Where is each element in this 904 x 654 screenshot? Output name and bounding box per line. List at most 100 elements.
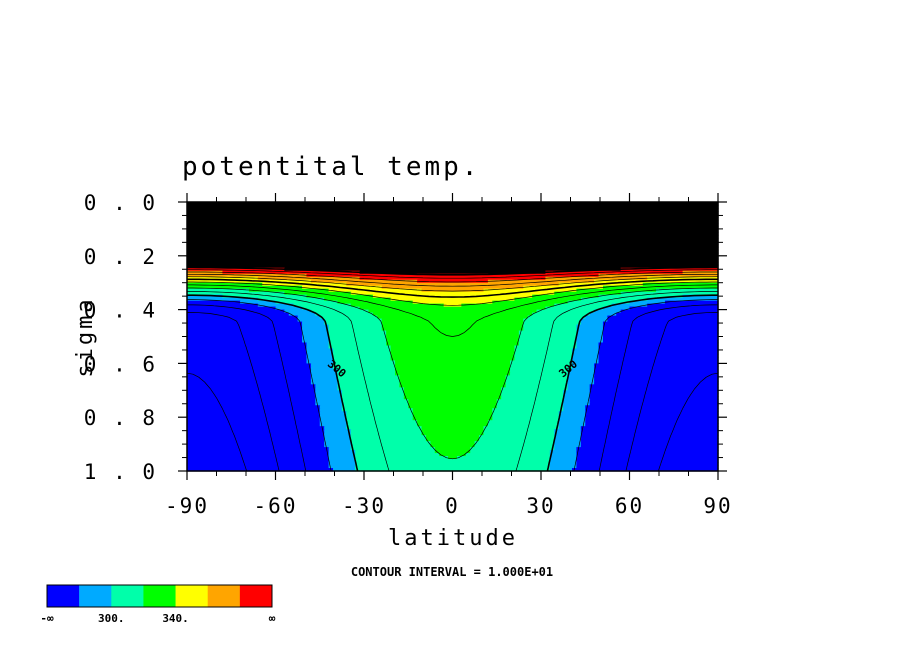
contour-fill-cell <box>554 429 582 433</box>
contour-fill-cell <box>585 423 719 427</box>
contour-fill-cell <box>492 417 560 421</box>
contour-fill-cell <box>576 456 719 460</box>
contour-fill-cell <box>381 321 524 326</box>
contour-fill-cell <box>642 282 719 287</box>
contour-fill-cell <box>187 327 303 332</box>
contour-fill-cell <box>187 231 719 236</box>
colorbar-swatch <box>175 585 209 607</box>
contour-fill-cell <box>417 423 489 427</box>
contour-fill-cell <box>302 339 330 344</box>
contour-fill-cell <box>598 348 719 353</box>
contour-fill-cell <box>187 405 321 409</box>
contour-fill-cell <box>187 351 308 356</box>
contour-fill-cell <box>187 414 321 418</box>
contour-fill-cell <box>187 381 312 385</box>
contour-fill-cell <box>403 387 502 391</box>
contour-fill-cell <box>408 402 498 406</box>
contour-fill-cell <box>324 318 383 323</box>
contour-fill-cell <box>523 318 582 323</box>
contour-fill-cell <box>333 357 392 362</box>
contour-fill-cell <box>576 324 604 329</box>
x-axis-label: latitude <box>388 526 518 551</box>
contour-fill-cell <box>611 303 648 308</box>
contour-fill-cell <box>571 360 600 364</box>
contour-fill-cell <box>399 384 507 388</box>
contour-fill-cell <box>647 276 719 281</box>
contour-fill-cell <box>647 303 719 308</box>
contour-fill-cell <box>310 309 370 314</box>
contour-fill-cell <box>390 345 516 350</box>
contour-fill-cell <box>302 324 330 329</box>
contour-fill-cell <box>187 312 290 317</box>
contour-fill-cell <box>571 468 719 472</box>
contour-fill-cell <box>333 354 392 359</box>
contour-fill-cell <box>187 429 325 433</box>
contour-fill-cell <box>554 435 582 439</box>
contour-fill-cell <box>310 372 339 376</box>
contour-fill-cell <box>580 297 648 302</box>
contour-fill-cell <box>187 366 312 370</box>
contour-fill-cell <box>319 414 347 418</box>
contour-fill-cell <box>386 342 520 347</box>
contour-fill-cell <box>187 219 719 224</box>
contour-fill-cell <box>620 267 719 272</box>
contour-fill-cell <box>487 279 595 284</box>
contour-fill-cell <box>412 417 493 421</box>
contour-fill-cell <box>333 348 392 353</box>
contour-fill-cell <box>319 408 343 412</box>
contour-fill-cell <box>187 378 312 382</box>
contour-fill-cell <box>567 372 595 376</box>
contour-fill-cell <box>563 408 586 412</box>
contour-fill-cell <box>381 285 524 290</box>
chart-title: potentital temp. <box>182 152 480 182</box>
contour-fill-cell <box>510 372 569 376</box>
contour-fill-cell <box>187 222 719 227</box>
contour-fill-cell <box>337 381 400 385</box>
contour-fill-cell <box>386 333 520 338</box>
contour-fill-cell <box>549 453 577 457</box>
contour-label: 400 <box>221 222 241 235</box>
contour-fill-cell <box>368 309 538 314</box>
contour-fill-cell <box>496 399 564 403</box>
contour-fill-cell <box>315 384 339 388</box>
contour-fill-cell <box>434 450 471 454</box>
contour-fill-cell <box>306 342 330 347</box>
colorbar-swatch <box>111 585 144 607</box>
contour-fill-cell <box>602 285 719 290</box>
contour-fill-cell <box>187 423 321 427</box>
contour-fill-cell <box>492 414 560 418</box>
contour-fill-cell <box>386 339 520 344</box>
contour-fill-cell <box>377 315 529 320</box>
contour-fill-cell <box>187 402 316 406</box>
contour-fill-cell <box>390 297 516 302</box>
contour-fill-cell <box>474 441 555 445</box>
contour-line <box>187 251 718 255</box>
contour-fill-cell <box>187 390 316 394</box>
contour-fill-cell <box>510 360 573 364</box>
contour-fill-cell <box>315 387 339 391</box>
contour-fill-cell <box>350 429 423 433</box>
contour-fill-cell <box>319 420 347 424</box>
contour-fill-cell <box>390 348 516 353</box>
contour-fill-cell <box>439 453 467 457</box>
contour-fill-cell <box>558 411 586 415</box>
contour-fill-cell <box>187 345 308 350</box>
contour-fill-cell <box>571 348 600 353</box>
contour-fill-cell <box>297 315 321 320</box>
contour-fill-cell <box>324 426 347 430</box>
contour-fill-cell <box>430 444 476 448</box>
contour-fill-cell <box>585 411 719 415</box>
contour-fill-cell <box>310 378 339 382</box>
x-tick-label: 60 <box>615 494 644 518</box>
contour-fill-cell <box>594 309 622 314</box>
contour-fill-cell <box>580 441 719 445</box>
contour-fill-cell <box>448 456 458 460</box>
contour-fill-cell <box>558 420 586 424</box>
contour-line <box>187 291 718 472</box>
contour-fill-cell <box>328 447 352 451</box>
contour-fill-cell <box>187 291 285 296</box>
contour-fill-cell <box>598 360 719 364</box>
contour-fill-cell <box>399 381 507 385</box>
contour-fill-cell <box>187 459 330 463</box>
contour-fill-cell <box>580 318 608 323</box>
